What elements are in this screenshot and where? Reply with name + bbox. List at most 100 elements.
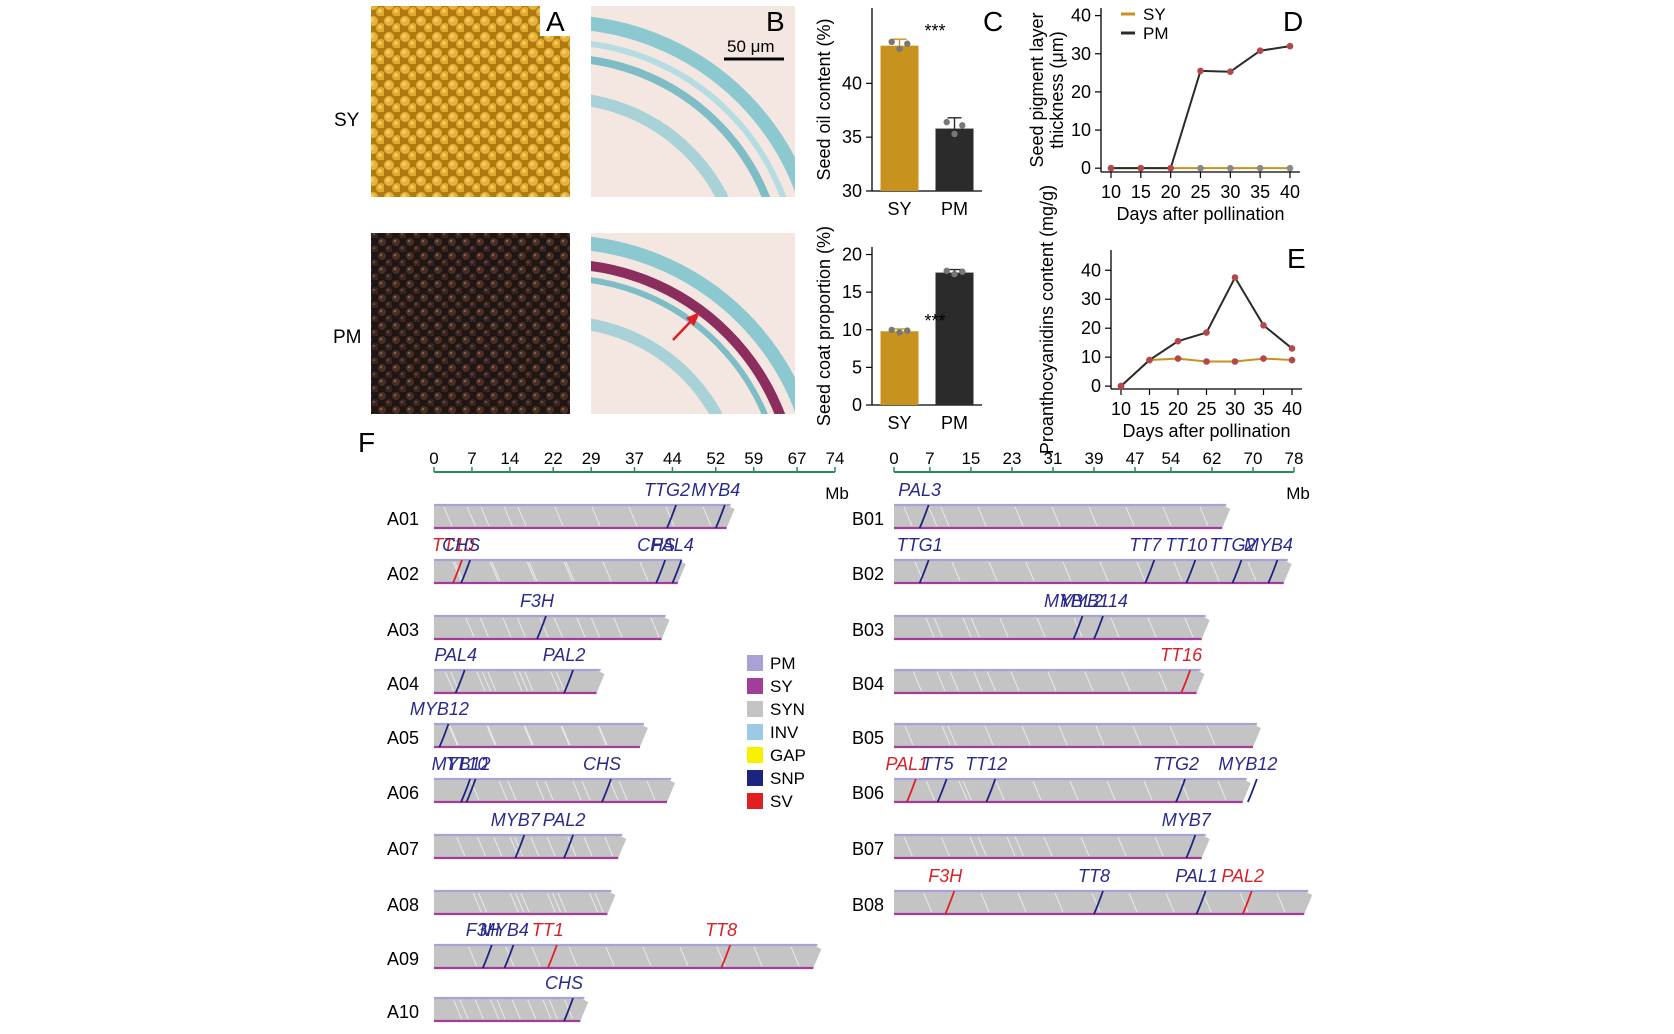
syn-link — [479, 617, 489, 638]
syn-link — [1184, 617, 1194, 638]
syn-link — [969, 836, 979, 857]
x-tick-label: PM — [941, 413, 968, 433]
gene-label: TTG1 — [897, 535, 943, 555]
syn-link — [486, 725, 496, 746]
syn-link — [753, 946, 763, 967]
gene-link — [1072, 615, 1084, 640]
syn-link — [1069, 780, 1079, 801]
syn-link — [912, 671, 922, 692]
syn-link — [448, 725, 458, 746]
panel-a: A SY PM — [333, 6, 570, 414]
gene-label: TT5 — [922, 754, 955, 774]
x-tick-label: SY — [887, 199, 911, 219]
syn-link — [589, 892, 599, 913]
syn-link — [984, 725, 994, 746]
syn-link — [903, 506, 913, 527]
syn-link — [958, 780, 968, 801]
mb-unit: Mb — [825, 484, 849, 503]
gene-label: F3H — [466, 920, 501, 940]
syn-link — [535, 780, 545, 801]
x-tick-label: 20 — [1168, 399, 1188, 419]
mb-tick-label: 23 — [1002, 449, 1021, 468]
data-point — [943, 118, 950, 126]
legend-label: PM — [1143, 24, 1169, 43]
syn-link — [1147, 617, 1157, 638]
gene-label: MYB12 — [1218, 754, 1277, 774]
x-tick-label: 20 — [1161, 182, 1181, 202]
chromosome-label: A09 — [387, 949, 419, 969]
syn-link — [1247, 561, 1257, 582]
chromosome-label: A08 — [387, 895, 419, 915]
gene-link — [1175, 778, 1186, 803]
syn-link — [468, 946, 478, 967]
gene-label: MYB114 — [1060, 591, 1128, 611]
data-point — [1197, 164, 1204, 172]
chromosome-a07: A07 MYB7 PAL2 — [387, 810, 627, 860]
syn-link — [1199, 506, 1209, 527]
syn-link — [553, 617, 563, 638]
mb-tick-label: 74 — [826, 449, 845, 468]
syn-link — [477, 836, 486, 857]
legend-label: SY — [770, 677, 793, 696]
y-tick-label: 30 — [1071, 44, 1091, 64]
gene-label: TT10 — [446, 754, 488, 774]
y-axis-label: Seed pigment layer — [1027, 12, 1047, 167]
gene-link — [666, 504, 677, 529]
syn-link — [613, 617, 623, 638]
gene-link — [563, 997, 574, 1022]
syn-link — [449, 725, 459, 746]
gene-label: TT10 — [1165, 535, 1207, 555]
gene-label: MYB4 — [480, 920, 529, 940]
gene-link — [452, 559, 463, 584]
syn-link — [665, 506, 675, 527]
syn-link — [949, 671, 959, 692]
mb-tick-label: 37 — [625, 449, 644, 468]
row-label-pm: PM — [333, 327, 362, 348]
mb-unit: Mb — [1286, 484, 1310, 503]
gene-link — [905, 778, 917, 803]
chromosome-b01: B01 PAL3 — [852, 480, 1231, 530]
x-tick-label: 15 — [1139, 399, 1159, 419]
syn-link — [1110, 617, 1120, 638]
gene-label: MYB7 — [491, 810, 541, 830]
panel-letter-b: B — [766, 6, 785, 37]
data-point — [896, 45, 903, 53]
syn-link — [454, 561, 464, 582]
data-point — [896, 329, 903, 336]
syn-link — [1080, 836, 1090, 857]
syn-block — [894, 505, 1231, 528]
syn-link — [567, 836, 577, 857]
gene-link — [714, 504, 726, 529]
syn-block — [434, 724, 648, 747]
gene-label: F3H — [928, 866, 963, 886]
syn-link — [444, 671, 454, 692]
syn-link — [594, 892, 604, 913]
data-point — [1288, 356, 1296, 364]
gene-label: TT16 — [1160, 645, 1203, 665]
gene-link — [481, 944, 493, 969]
mb-tick-label: 59 — [744, 449, 763, 468]
gene-label: PAL2 — [1221, 866, 1264, 886]
syn-link — [1106, 780, 1116, 801]
syn-link — [490, 999, 500, 1020]
syn-link — [962, 617, 972, 638]
syn-link — [988, 561, 998, 582]
syn-link — [520, 892, 530, 913]
data-point — [1174, 337, 1182, 345]
legend-swatch-sv — [747, 793, 763, 809]
y-axis-label: thickness (μm) — [1047, 31, 1067, 148]
gene-label: PAL3 — [898, 480, 941, 500]
syn-link — [546, 892, 556, 913]
syn-link — [555, 671, 565, 692]
chromosome-label: B03 — [852, 620, 884, 640]
gene-label: CHS — [583, 754, 621, 774]
arrow-head-icon — [686, 312, 700, 326]
syn-block — [894, 835, 1210, 858]
x-tick-label: 35 — [1253, 399, 1273, 419]
syn-link — [523, 725, 533, 746]
gene-link — [1231, 559, 1243, 584]
syn-link — [565, 561, 575, 582]
